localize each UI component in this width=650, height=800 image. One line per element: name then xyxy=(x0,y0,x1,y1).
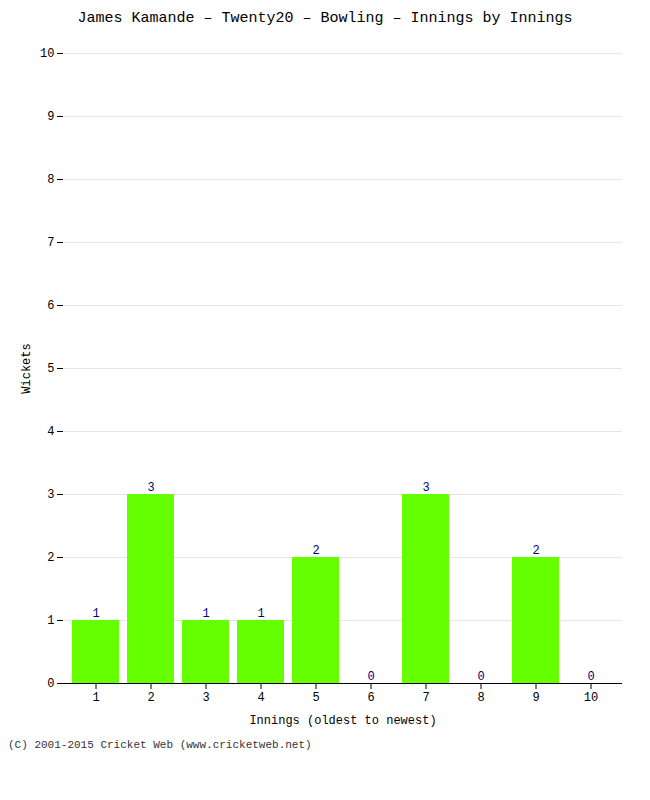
svg-text:0: 0 xyxy=(367,670,374,684)
svg-text:3: 3 xyxy=(47,488,54,502)
svg-text:4: 4 xyxy=(257,691,264,705)
svg-text:3: 3 xyxy=(422,481,429,495)
svg-text:10: 10 xyxy=(584,691,598,705)
svg-text:9: 9 xyxy=(532,691,539,705)
svg-text:6: 6 xyxy=(367,691,374,705)
svg-text:Wickets: Wickets xyxy=(20,343,34,393)
svg-text:10: 10 xyxy=(40,47,54,61)
svg-text:8: 8 xyxy=(477,691,484,705)
svg-text:2: 2 xyxy=(147,691,154,705)
svg-text:3: 3 xyxy=(147,481,154,495)
svg-text:Innings (oldest to newest): Innings (oldest to newest) xyxy=(249,714,436,728)
html-text:(C) 2001-2015 Cricket Web (www: (C) 2001-2015 Cricket Web (www.cricketwe… xyxy=(8,739,312,751)
svg-text:5: 5 xyxy=(47,362,54,376)
svg-text:6: 6 xyxy=(47,299,54,313)
svg-text:0: 0 xyxy=(47,677,54,691)
svg-text:2: 2 xyxy=(312,544,319,558)
svg-text:1: 1 xyxy=(202,607,209,621)
svg-text:7: 7 xyxy=(422,691,429,705)
svg-text:0: 0 xyxy=(587,670,594,684)
svg-text:0: 0 xyxy=(477,670,484,684)
svg-text:5: 5 xyxy=(312,691,319,705)
svg-text:9: 9 xyxy=(47,110,54,124)
svg-text:1: 1 xyxy=(92,607,99,621)
svg-text:1: 1 xyxy=(92,691,99,705)
svg-text:4: 4 xyxy=(47,425,54,439)
svg-text:1: 1 xyxy=(257,607,264,621)
svg-text:1: 1 xyxy=(47,614,54,628)
html-text:James Kamande – Twenty20 – Bow: James Kamande – Twenty20 – Bowling – Inn… xyxy=(77,10,573,27)
svg-text:8: 8 xyxy=(47,173,54,187)
svg-text:2: 2 xyxy=(532,544,539,558)
svg-text:7: 7 xyxy=(47,236,54,250)
svg-text:3: 3 xyxy=(202,691,209,705)
svg-text:2: 2 xyxy=(47,551,54,565)
